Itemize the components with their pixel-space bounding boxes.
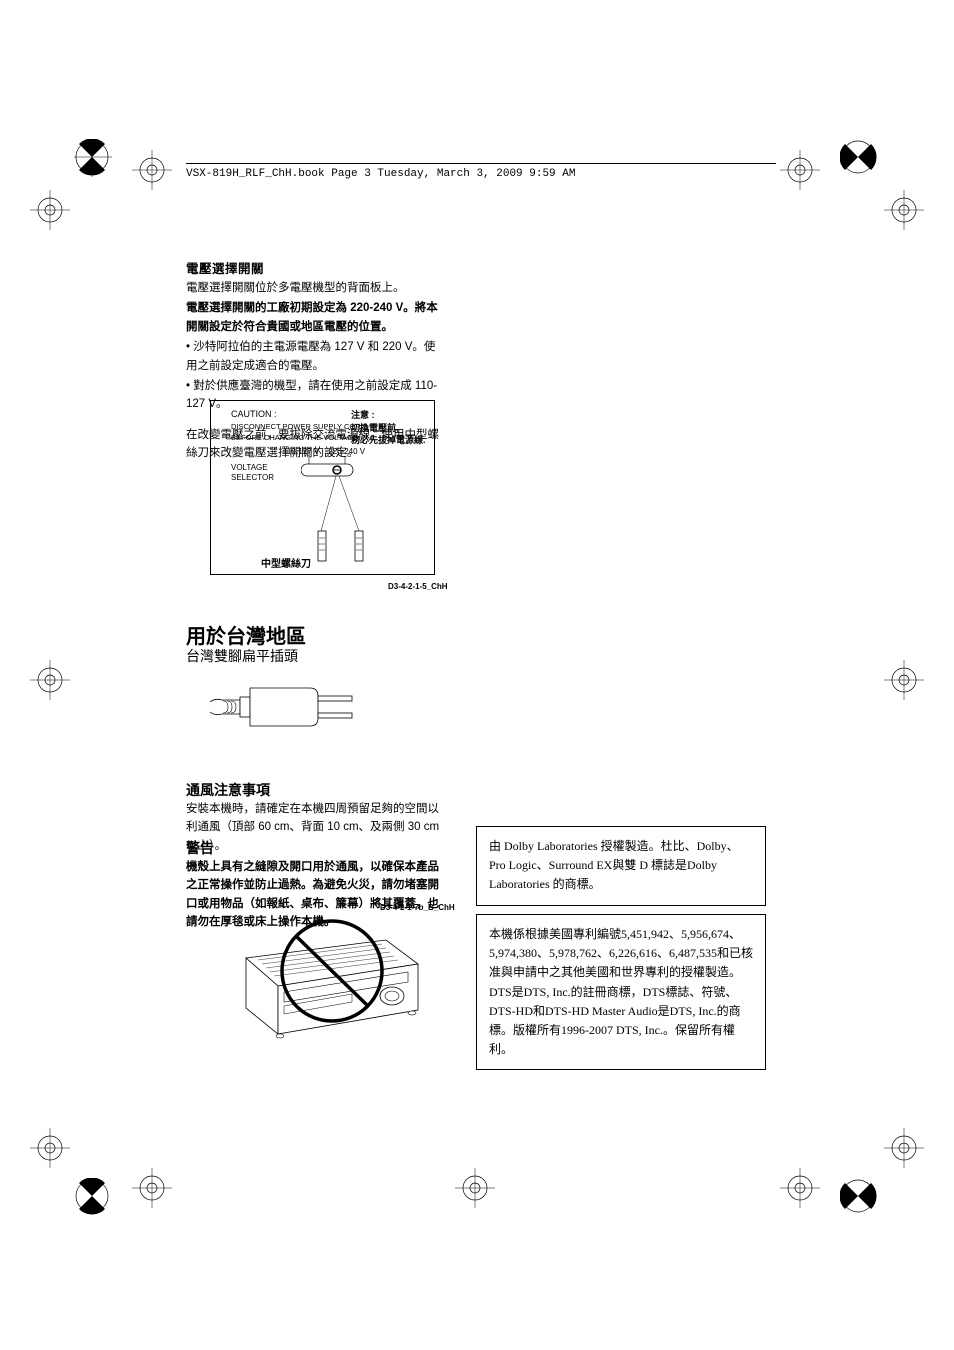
taiwan-subtitle: 台灣雙腳扁平插頭 (186, 646, 298, 666)
ventilation-body: 安裝本機時，請確定在本機四周預留足夠的空間以利通風（頂部 60 cm、背面 10… (186, 800, 446, 855)
voltage-line1: 電壓選擇開關位於多電壓機型的背面板上。 (186, 279, 446, 297)
caution-zh2: 務必先拔掉電源線. (351, 435, 426, 445)
voltage-line2: 電壓選擇開關的工廠初期設定為 220-240 V。將本開關設定於符合貴國或地區電… (186, 299, 446, 336)
ventilation-body-text: 安裝本機時，請確定在本機四周預留足夠的空間以利通風（頂部 60 cm、背面 10… (186, 803, 439, 852)
taiwan-title: 用於台灣地區 (186, 620, 306, 649)
screwdriver-icon (311, 476, 371, 566)
ventilation-code: D3-4-2-1-7b_B_ChH (380, 903, 455, 912)
crosshair-tr (780, 150, 820, 190)
plug-diagram (210, 680, 360, 740)
ventilation-title: 通風注意事項 (186, 780, 270, 800)
caution-zh1: 切換電壓前, (351, 423, 399, 433)
driver-label: 中型螺絲刀 (261, 555, 311, 570)
diagram-code: D3-4-2-1-5_ChH (388, 582, 448, 591)
voltage-selector-label: VOLTAGE SELECTOR (231, 463, 274, 484)
voltage-selector-diagram: CAUTION : DISCONNECT POWER SUPPLY CORD, … (210, 400, 435, 575)
caution-en2: BEFORE CHANGING THE VOLTAGE. (231, 433, 360, 442)
crosshair-mr (884, 660, 924, 700)
voltage-heading: 電壓選擇開關 (186, 258, 446, 277)
caution-en1: DISCONNECT POWER SUPPLY CORD, (231, 422, 368, 431)
crosshair-tl2 (30, 190, 70, 230)
reg-mark-bl (74, 1178, 114, 1218)
caution-en: CAUTION : DISCONNECT POWER SUPPLY CORD, … (231, 409, 368, 444)
switch-icon (301, 456, 361, 478)
caution-label: CAUTION : (231, 409, 277, 419)
crosshair-br (780, 1168, 820, 1208)
crosshair-tr2 (884, 190, 924, 230)
voltage-bullet1: • 沙特阿拉伯的主電源電壓為 127 V 和 220 V。使用之前設定成適合的電… (186, 338, 446, 375)
voltage-selector-1: VOLTAGE (231, 463, 268, 472)
crosshair-br2 (884, 1128, 924, 1168)
crosshair-ml (30, 660, 70, 700)
reg-mark-tr (840, 139, 880, 179)
caution-zh-label: 注意 : (351, 410, 375, 420)
crosshair-tl (132, 150, 172, 190)
voltage-labels: 110-127 V 220-240 V (283, 447, 365, 456)
dolby-license-box: 由 Dolby Laboratories 授權製造。杜比、Dolby、Pro L… (476, 826, 766, 906)
reg-mark-br (840, 1178, 880, 1218)
reg-mark-tl (74, 139, 134, 199)
header-text: VSX-819H_RLF_ChH.book Page 3 Tuesday, Ma… (186, 168, 575, 180)
receiver-illustration (232, 916, 432, 1051)
voltage-selector-2: SELECTOR (231, 473, 274, 482)
crosshair-bl (132, 1168, 172, 1208)
crosshair-bc (455, 1168, 495, 1208)
v-220-240: 220-240 V (328, 447, 365, 456)
warning-title: 警告 (186, 838, 214, 858)
crosshair-bl2 (30, 1128, 70, 1168)
dts-license-box: 本機係根據美國專利編號5,451,942、5,956,674、5,974,380… (476, 914, 766, 1070)
v-110-127: 110-127 V (283, 447, 319, 456)
caution-zh: 注意 : 切換電壓前, 務必先拔掉電源線. (351, 409, 426, 447)
header-rule (186, 163, 776, 164)
